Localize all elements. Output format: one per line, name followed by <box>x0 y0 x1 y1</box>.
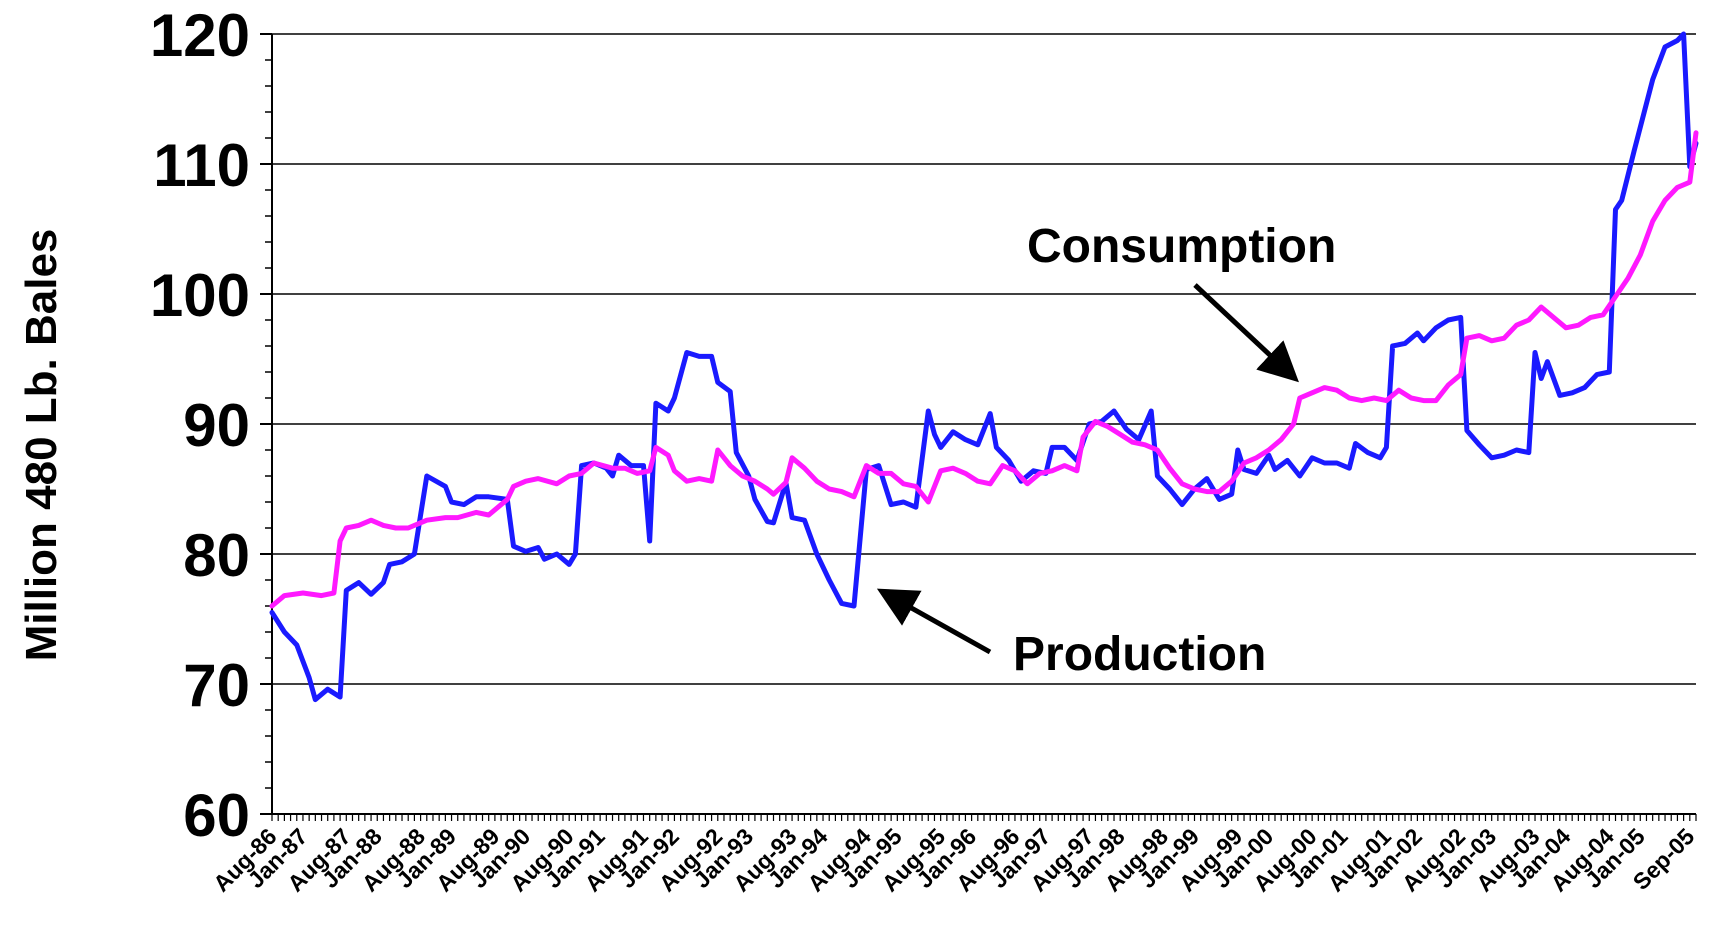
series-lines <box>269 31 1699 703</box>
y-tick-label: 110 <box>153 132 250 199</box>
y-tick-label: 90 <box>183 392 250 459</box>
annotation-arrow-consumption <box>1193 283 1299 383</box>
y-tick-label: 120 <box>150 2 250 69</box>
annotation-consumption: Consumption <box>1027 220 1336 273</box>
annotations: Consumption Production <box>876 220 1336 681</box>
y-tick-label: 80 <box>183 522 250 589</box>
y-tick-label: 100 <box>150 262 250 329</box>
gridlines <box>260 33 1696 815</box>
series-line-consumption <box>269 130 1699 609</box>
series-line-production <box>269 31 1699 703</box>
y-axis-label: Million 480 Lb. Bales <box>17 229 66 662</box>
x-axis-ticks <box>271 814 1697 821</box>
x-tick-labels: Aug-86Jan-87Aug-87Jan-88Aug-88Jan-89Aug-… <box>208 823 1699 897</box>
y-tick-labels: 60 70 80 90 100 110 120 <box>150 2 250 849</box>
annotation-arrow-production <box>876 588 992 655</box>
y-tick-label: 70 <box>183 652 250 719</box>
y-tick-label: 60 <box>183 782 250 849</box>
y-minor-ticks <box>265 59 272 789</box>
annotation-production: Production <box>1013 628 1266 681</box>
